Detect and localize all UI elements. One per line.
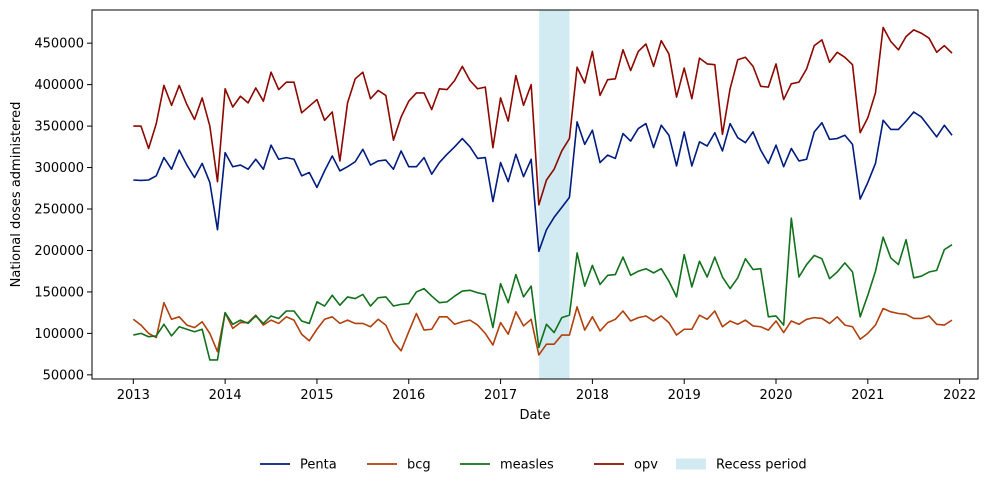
series-line-opv	[133, 26, 953, 206]
recess-period-band	[539, 10, 570, 379]
x-tick-label: 2022	[943, 388, 976, 403]
y-tick-label: 350000	[34, 120, 84, 135]
x-axis: 2013 2014 2015 2016 2017 2018 2019 2020 2021 2022	[117, 379, 976, 403]
series-line-measles	[133, 217, 953, 361]
y-axis-title: National doses administered	[9, 102, 24, 288]
x-tick-label: 2020	[759, 388, 792, 403]
legend-label-bcg: bcg	[407, 458, 431, 473]
plot-area	[91, 9, 979, 380]
legend-label-measles: measles	[500, 458, 554, 473]
y-tick-label: 300000	[34, 161, 84, 176]
y-tick-label: 50000	[43, 368, 84, 383]
legend: Penta bcg measles opv Recess period	[260, 458, 807, 473]
x-tick-label: 2018	[576, 388, 609, 403]
x-tick-label: 2017	[484, 388, 517, 403]
x-tick-label: 2013	[117, 388, 150, 403]
y-axis: 50000 100000 150000 200000 250000 300000 35000…	[34, 37, 92, 383]
y-tick-label: 200000	[34, 244, 84, 259]
y-tick-label: 100000	[34, 327, 84, 342]
legend-key-recess-period	[676, 458, 706, 470]
series-layer	[132, 26, 953, 361]
legend-label-opv: opv	[634, 458, 658, 473]
x-tick-label: 2016	[392, 388, 425, 403]
x-tick-label: 2019	[668, 388, 701, 403]
y-tick-label: 150000	[34, 285, 84, 300]
legend-label-penta: Penta	[300, 458, 337, 473]
series-line-bcg	[132, 301, 953, 356]
x-tick-label: 2021	[851, 388, 884, 403]
plot-frame	[91, 9, 979, 380]
series-line-penta	[133, 111, 953, 253]
x-tick-label: 2015	[300, 388, 333, 403]
y-tick-label: 250000	[34, 203, 84, 218]
y-tick-label: 450000	[34, 37, 84, 52]
x-tick-label: 2014	[209, 388, 242, 403]
legend-label-recess-period: Recess period	[716, 458, 807, 473]
x-axis-title: Date	[519, 408, 550, 423]
y-tick-label: 400000	[34, 78, 84, 93]
